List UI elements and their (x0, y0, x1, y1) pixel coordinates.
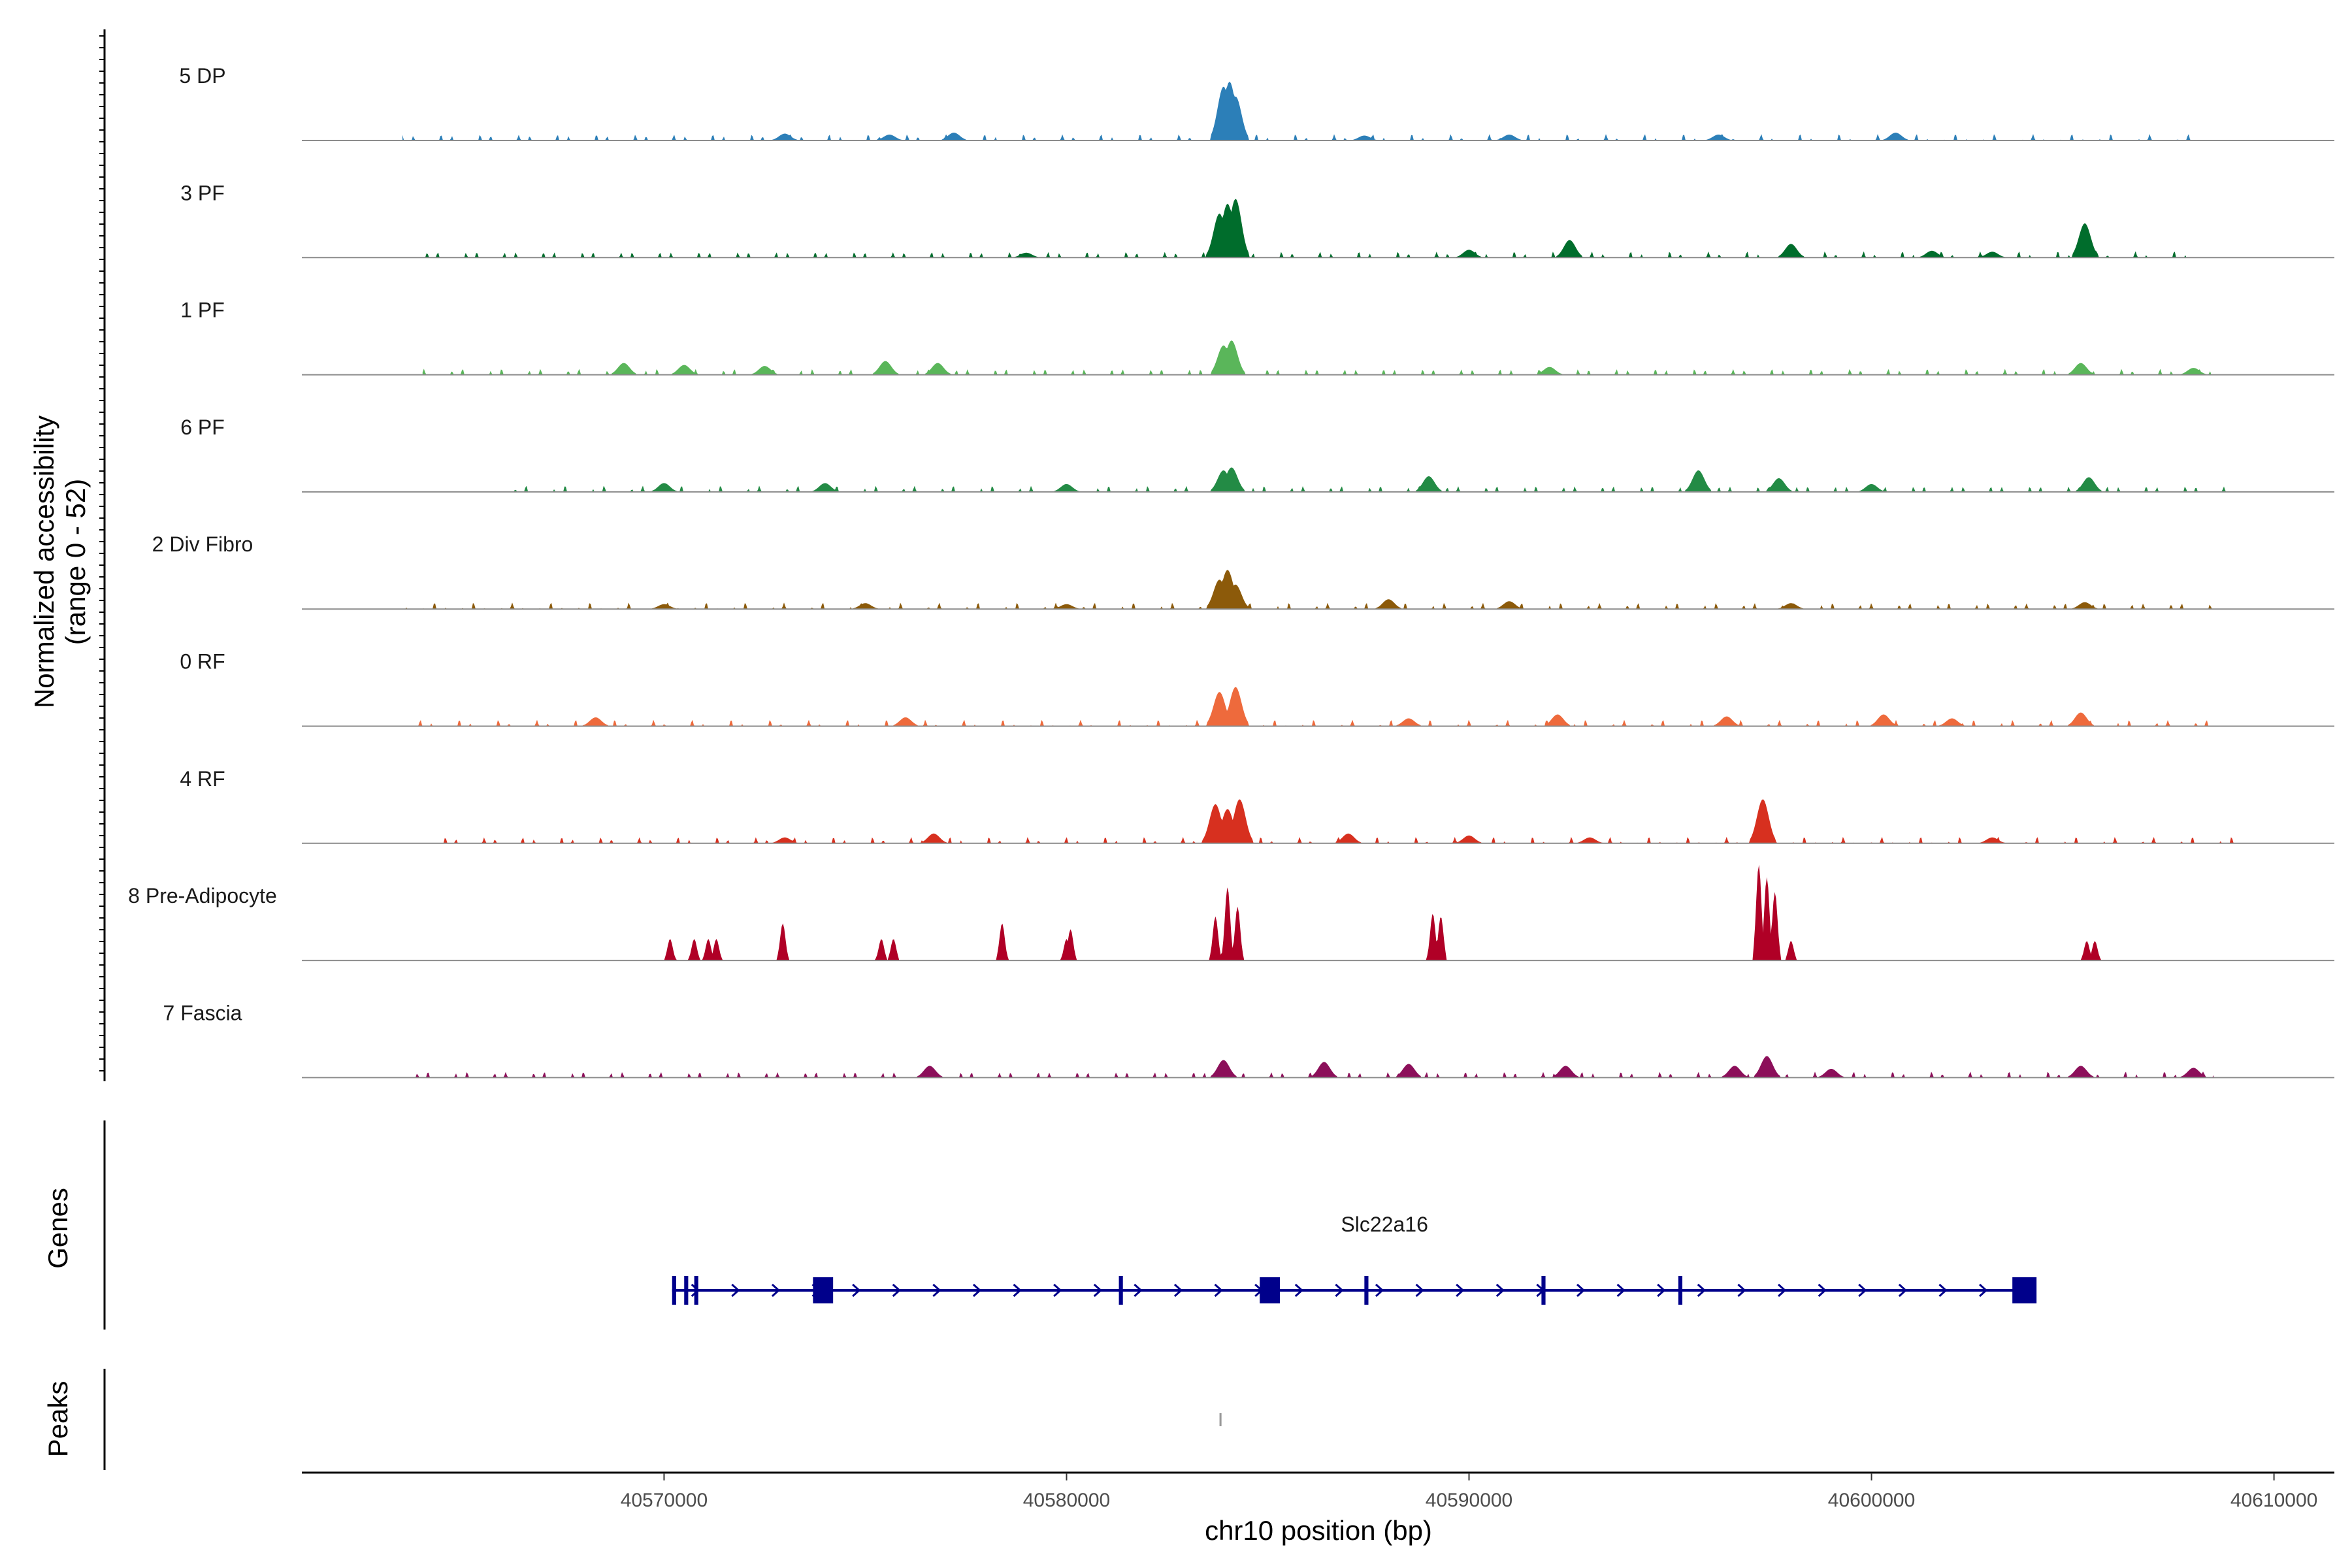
strand-arrow (1778, 1283, 1787, 1298)
gene-name-label: Slc22a16 (1341, 1213, 1428, 1236)
x-axis-ticks: 40570000 40580000 40590000 40600000 40610000 (621, 1473, 2317, 1511)
track-8-pre-adipocyte: 8 Pre-Adipocyte (128, 864, 2334, 962)
x-axis-title: chr10 position (bp) (1205, 1515, 1432, 1546)
strand-arrow (731, 1283, 740, 1298)
gene-exon (694, 1276, 698, 1305)
track-label: 7 Fascia (163, 1001, 242, 1024)
strand-arrow (1013, 1283, 1022, 1298)
strand-arrow (1053, 1283, 1062, 1298)
gene-exon (672, 1276, 676, 1305)
strand-arrow (892, 1283, 901, 1298)
strand-arrow (771, 1283, 781, 1298)
strand-arrow (1415, 1283, 1424, 1298)
coverage-area (422, 199, 2194, 258)
strand-arrow (1818, 1283, 1827, 1298)
strand-arrow (1456, 1283, 1465, 1298)
genes-panel-title: Genes (42, 1188, 73, 1269)
gene-track: Slc22a16 (672, 1213, 2037, 1305)
accessibility-y-axis-minor-ticks (99, 35, 105, 1071)
strand-arrow (1938, 1283, 1948, 1298)
track-label: 5 DP (179, 64, 225, 88)
x-tick-label: 40570000 (621, 1490, 708, 1511)
coverage-area (402, 82, 2194, 140)
x-tick-label: 40580000 (1023, 1490, 1110, 1511)
strand-arrow (1576, 1283, 1586, 1298)
track-label: 4 RF (180, 767, 225, 791)
peaks-panel-title: Peaks (42, 1381, 73, 1458)
track-label: 6 PF (180, 416, 225, 439)
track-7-fascia: 7 Fascia (163, 1001, 2334, 1079)
track-6-pf: 6 PF (180, 416, 2334, 493)
track-1-pf: 1 PF (180, 299, 2334, 376)
strand-arrow (852, 1283, 861, 1298)
track-label: 8 Pre-Adipocyte (128, 884, 277, 907)
track-2-div-fibro: 2 Div Fibro (152, 532, 2334, 610)
strand-arrow (1335, 1283, 1344, 1298)
coverage-area (402, 687, 2234, 727)
peaks-track (1219, 1413, 1222, 1426)
strand-arrow (1898, 1283, 1908, 1298)
gene-exon (1260, 1277, 1280, 1303)
gene-exon (813, 1277, 834, 1303)
strand-arrow (1173, 1283, 1183, 1298)
strand-arrow (1294, 1283, 1304, 1298)
coverage-area (422, 340, 2234, 375)
gene-exon (2012, 1277, 2037, 1303)
track-label: 2 Div Fibro (152, 532, 253, 556)
coverage-tracks: 5 DP 3 PF 1 PF 6 PF 2 Div Fibro 0 RF 4 RF 8 Pre… (128, 64, 2334, 1079)
gene-exon (684, 1276, 689, 1305)
strand-arrow (1214, 1283, 1223, 1298)
gene-exon (1364, 1276, 1369, 1305)
track-label: 1 PF (180, 299, 225, 322)
strand-arrow (932, 1283, 941, 1298)
track-4-rf: 4 RF (180, 767, 2334, 844)
strand-arrow (1093, 1283, 1103, 1298)
gene-exon (1678, 1276, 1683, 1305)
gene-exon (1119, 1276, 1123, 1305)
strand-arrow (1979, 1283, 1988, 1298)
track-5-dp: 5 DP (179, 64, 2334, 141)
strand-arrow (1375, 1283, 1384, 1298)
track-3-pf: 3 PF (180, 181, 2334, 259)
coverage-area (503, 467, 2234, 492)
strand-arrow (972, 1283, 982, 1298)
track-0-rf: 0 RF (180, 650, 2334, 727)
track-label: 0 RF (180, 650, 225, 674)
coverage-area (664, 864, 2114, 961)
strand-arrow (1858, 1283, 1867, 1298)
gene-exon (1541, 1276, 1546, 1305)
strand-arrow (1495, 1283, 1505, 1298)
peak-region (1219, 1413, 1222, 1426)
y-axis-title-line-2: (range 0 - 52) (60, 479, 91, 645)
x-tick-label: 40610000 (2230, 1490, 2317, 1511)
coverage-area (422, 799, 2234, 843)
x-tick-label: 40590000 (1426, 1490, 1512, 1511)
strand-arrow (1657, 1283, 1666, 1298)
y-axis-title-line-1: Normalized accessibility (29, 416, 59, 708)
strand-arrow (1737, 1283, 1746, 1298)
track-label: 3 PF (180, 181, 225, 204)
strand-arrow (1697, 1283, 1707, 1298)
strand-arrow (1134, 1283, 1143, 1298)
strand-arrow (1616, 1283, 1625, 1298)
coverage-area (402, 1056, 2214, 1078)
x-tick-label: 40600000 (1828, 1490, 1915, 1511)
coverage-area (402, 570, 2214, 610)
